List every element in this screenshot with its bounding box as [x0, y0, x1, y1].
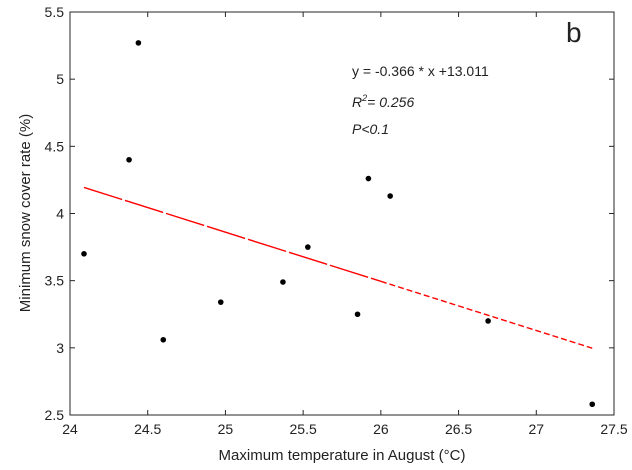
panel-label: b [566, 17, 582, 48]
x-tick-label: 26.5 [445, 421, 472, 437]
x-tick-label: 25 [218, 421, 234, 437]
r-squared-annotation: R2= 0.256 [352, 93, 414, 110]
data-point [365, 175, 372, 182]
x-tick-label: 27.5 [600, 421, 627, 437]
data-point [135, 40, 142, 46]
data-point [354, 311, 361, 318]
y-tick-label: 5 [56, 71, 64, 87]
plot-area [69, 11, 615, 416]
x-tick-label: 24.5 [134, 421, 161, 437]
data-point [485, 318, 491, 324]
data-point [280, 279, 286, 285]
data-point [217, 299, 224, 305]
y-tick-label: 3 [56, 340, 64, 356]
x-axis: 24 24.5 25 25.5 26 26.5 27 27.5 [62, 12, 628, 437]
x-tick-label: 27 [528, 421, 544, 437]
x-axis-label: Maximum temperature in August (°C) [219, 447, 466, 464]
fit-line-dashed-segment [380, 280, 593, 349]
y-axis: 2.5 3 3.5 4 4.5 5 5.5 [45, 4, 614, 423]
r-squared-value: = 0.256 [367, 94, 414, 110]
y-axis-label: Minimum snow cover rate (%) [17, 114, 34, 312]
data-point [305, 244, 311, 250]
regression-equation: y = -0.366 * x +13.011 [352, 63, 489, 79]
y-tick-label: 5.5 [45, 4, 65, 20]
y-tick-label: 3.5 [45, 273, 65, 289]
regression-line [83, 186, 593, 349]
data-point [387, 193, 393, 199]
data-point [81, 251, 87, 257]
x-tick-label: 25.5 [290, 421, 317, 437]
r-squared-superscript: 2 [361, 93, 367, 103]
x-tick-label: 24 [62, 421, 78, 437]
y-tick-label: 4 [56, 206, 64, 222]
data-point [160, 336, 167, 343]
fit-line-segment [83, 186, 382, 283]
data-points [81, 40, 596, 408]
y-tick-label: 2.5 [45, 407, 65, 423]
data-point [126, 156, 132, 163]
y-tick-label: 4.5 [45, 138, 65, 154]
p-value-annotation: P<0.1 [352, 121, 389, 137]
x-tick-label: 26 [373, 421, 389, 437]
r-squared-letter: R [352, 94, 362, 110]
data-point [589, 401, 596, 408]
